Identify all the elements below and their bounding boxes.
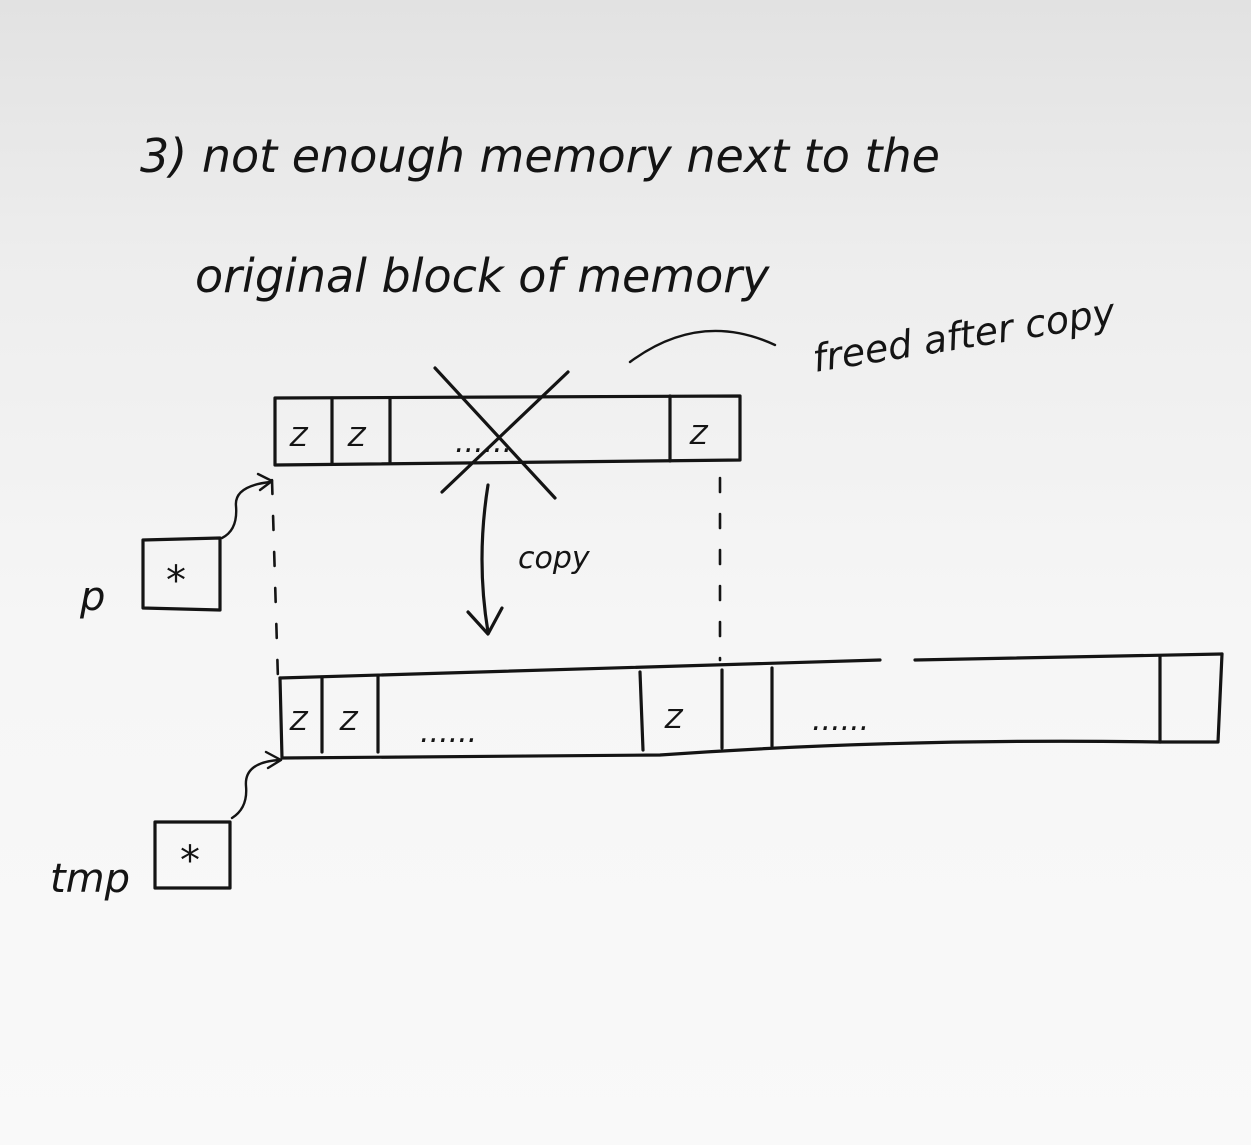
orig-cell-1: Z xyxy=(289,423,309,453)
pointer-tmp: tmp * xyxy=(50,750,283,902)
original-block: Z Z Z ...... xyxy=(273,394,742,467)
new-block: Z Z Z ...... ...... xyxy=(278,652,1224,760)
copy-arrow xyxy=(480,483,490,634)
orig-cell-last: Z xyxy=(689,421,709,451)
orig-cell-2: Z xyxy=(347,423,367,453)
freed-label: freed after copy xyxy=(810,290,1119,381)
pointer-tmp-label: tmp xyxy=(50,856,130,902)
pointer-p-cell: * xyxy=(166,558,186,604)
pointer-p: p * xyxy=(79,472,274,620)
heading-line-2: original block of memory xyxy=(195,249,770,303)
freed-arc xyxy=(628,329,777,364)
new-cell-last-copied: Z xyxy=(664,705,684,735)
cross-stroke-2 xyxy=(440,370,570,494)
pointer-tmp-cell: * xyxy=(180,838,200,884)
new-dots-1: ...... xyxy=(420,715,477,750)
copy-arrow-head xyxy=(466,606,504,636)
new-dots-2: ...... xyxy=(812,703,869,738)
guide-left xyxy=(270,478,280,682)
new-cell-1: Z xyxy=(289,707,309,737)
pointer-p-label: p xyxy=(79,574,105,620)
heading-line-1: 3) not enough memory next to the xyxy=(140,129,940,183)
copy-label: copy xyxy=(518,541,591,576)
new-cell-2: Z xyxy=(339,707,359,737)
cross-stroke-1 xyxy=(433,366,557,500)
